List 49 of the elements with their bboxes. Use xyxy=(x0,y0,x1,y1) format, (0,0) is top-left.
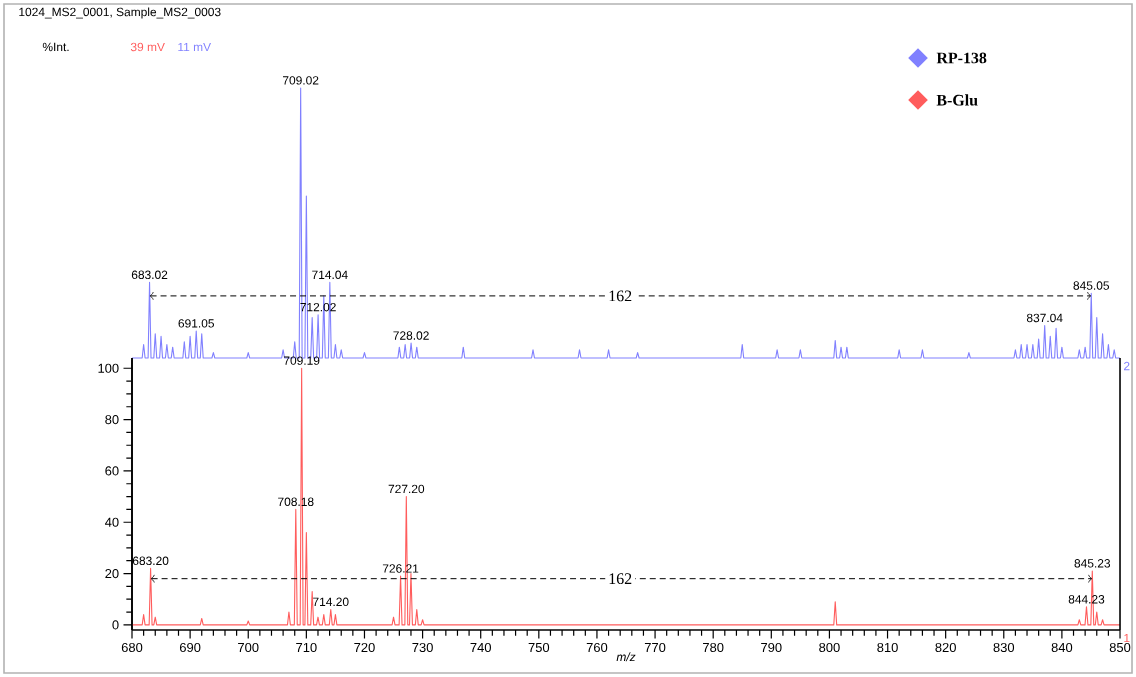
y-tick-label: 100 xyxy=(98,363,119,373)
legend-label: RP-138 xyxy=(936,52,987,64)
annotation: 727.20 xyxy=(388,484,425,494)
y-tick-label: 40 xyxy=(105,517,119,527)
annotation: 712.02 xyxy=(300,302,336,312)
y-tick-label: 80 xyxy=(105,415,119,425)
annotation: 714.04 xyxy=(312,270,348,280)
annotation: 683.20 xyxy=(132,556,169,566)
x-tick-label: 780 xyxy=(703,642,724,653)
x-tick-label: 820 xyxy=(935,642,956,653)
y-tick-label: 0 xyxy=(112,620,119,630)
annotation: 714.20 xyxy=(313,597,349,607)
x-tick-label: 680 xyxy=(121,642,143,653)
x-axis-title: m/z xyxy=(616,652,636,662)
y-tick-label: 20 xyxy=(105,568,119,579)
x-tick-label: 690 xyxy=(179,642,201,653)
annotation: 709.19 xyxy=(283,356,320,365)
x-tick-label: 760 xyxy=(586,642,608,653)
annotation: 691.05 xyxy=(178,319,215,328)
legend-label: B-Glu xyxy=(936,94,978,106)
annotation: 845.23 xyxy=(1074,559,1111,568)
annotation: 162 xyxy=(609,290,632,302)
text: 39 mV xyxy=(130,42,165,52)
annotation: 728.02 xyxy=(393,331,429,340)
text: 11 mV xyxy=(178,42,212,52)
x-tick-label: 730 xyxy=(412,642,433,653)
chart-title: 1024_MS2_0001, Sample_MS2_0003 xyxy=(19,7,221,19)
annotation: 709.02 xyxy=(283,76,319,85)
annotation: 683.02 xyxy=(131,270,168,280)
x-tick-label: 740 xyxy=(470,642,491,653)
x-tick-label: 720 xyxy=(354,642,375,653)
x-tick-label: 830 xyxy=(993,642,1015,653)
line-series xyxy=(131,367,1121,626)
x-tick-label: 750 xyxy=(528,642,550,653)
x-tick-label: 710 xyxy=(296,642,317,653)
text: 1 xyxy=(1124,633,1130,643)
x-tick-label: 850 xyxy=(1109,642,1131,653)
annotation: 845.05 xyxy=(1073,281,1110,290)
x-tick-label: 790 xyxy=(761,642,782,653)
text: 2 xyxy=(1124,361,1130,371)
x-tick-label: 800 xyxy=(819,642,840,653)
annotation: 162 xyxy=(609,573,632,585)
x-tick-label: 810 xyxy=(877,642,898,653)
annotation: 837.04 xyxy=(1026,313,1063,323)
y-tick-label: 60 xyxy=(105,466,119,476)
x-tick-label: 770 xyxy=(644,642,666,653)
y-axis-title: %Int. xyxy=(42,42,69,52)
x-tick-label: 840 xyxy=(1051,642,1073,653)
x-tick-label: 700 xyxy=(238,642,259,653)
